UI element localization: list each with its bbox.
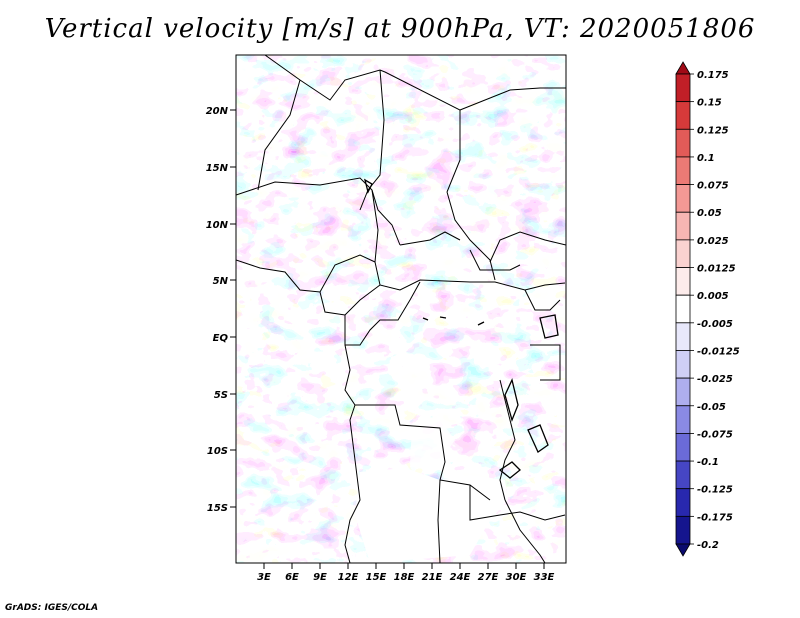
- colorbar-label: 0.15: [697, 98, 722, 109]
- lon-label: 27E: [478, 572, 499, 583]
- lakes: [363, 178, 559, 479]
- lon-label: 15E: [366, 572, 387, 583]
- colorbar-label: -0.175: [697, 512, 733, 523]
- colorbar-swatch: [675, 184, 691, 213]
- lat-label: EQ: [213, 333, 229, 344]
- colorbar-swatch: [675, 267, 691, 296]
- colorbar-swatch: [675, 128, 691, 158]
- colorbar-label: -0.1: [697, 457, 719, 468]
- colorbar-label: 0.175: [697, 70, 729, 81]
- colorbar-label: -0.075: [697, 429, 733, 440]
- map-panel: [235, 54, 567, 564]
- lat-label: 5S: [214, 390, 228, 401]
- grads-credit: GrADS: IGES/COLA: [5, 603, 99, 613]
- colorbar-swatch: [675, 460, 691, 490]
- lat-label: 10S: [207, 446, 228, 457]
- lat-label: 5N: [213, 276, 229, 287]
- lon-label: 12E: [338, 572, 359, 583]
- colorbar-swatch: [675, 322, 691, 351]
- colorbar-swatch: [675, 239, 691, 268]
- plot-title: Vertical velocity [m/s] at 900hPa, VT: 2…: [44, 14, 756, 44]
- lon-label: 24E: [450, 572, 471, 583]
- colorbar-swatch: [675, 73, 691, 103]
- lat-label: 15N: [206, 163, 229, 174]
- colorbar-label: -0.0125: [697, 346, 740, 357]
- colorbar-swatch: [675, 543, 691, 557]
- colorbar-label: -0.005: [697, 319, 733, 330]
- colorbar: 0.175 0.15 0.125 0.1 0.075 0.05 0.025 0.0125 0.0…: [675, 61, 740, 557]
- colorbar-swatch: [675, 156, 691, 185]
- lon-label: 3E: [257, 572, 271, 583]
- colorbar-swatch: [675, 350, 691, 379]
- lat-axis: 20N 15N 10N 5N EQ 5S 10S 15S: [206, 106, 236, 514]
- lon-label: 18E: [394, 572, 415, 583]
- colorbar-swatch: [675, 488, 691, 517]
- lon-label: 21E: [422, 572, 443, 583]
- lon-label: 30E: [506, 572, 527, 583]
- colorbar-label: -0.125: [697, 485, 733, 496]
- lon-axis: 3E 6E 9E 12E 15E 18E 21E 24E 27E 30E 33E: [257, 563, 555, 583]
- map-frame: [235, 54, 567, 564]
- colorbar-swatch: [675, 211, 691, 241]
- colorbar-swatch: [675, 515, 691, 545]
- lon-label: 6E: [285, 572, 299, 583]
- colorbar-label: 0.005: [697, 291, 729, 302]
- colorbar-swatch: [675, 405, 691, 434]
- colorbar-label: -0.025: [697, 374, 733, 385]
- colorbar-swatch: [675, 61, 691, 75]
- colorbar-swatch: [675, 294, 691, 324]
- lon-label: 33E: [534, 572, 555, 583]
- lat-label: 10N: [206, 220, 229, 231]
- colorbar-label: 0.125: [697, 125, 729, 136]
- lat-label: 15S: [207, 503, 228, 514]
- colorbar-label: 0.025: [697, 236, 729, 247]
- lat-label: 20N: [206, 106, 229, 117]
- colorbar-label: 0.1: [697, 153, 715, 164]
- colorbar-label: 0.05: [697, 208, 722, 219]
- colorbar-label: -0.05: [697, 402, 726, 413]
- colorbar-label: -0.2: [697, 540, 719, 551]
- colorbar-label: 0.0125: [697, 264, 736, 275]
- colorbar-label: 0.075: [697, 181, 729, 192]
- colorbar-swatch: [675, 433, 691, 462]
- colorbar-swatch: [675, 101, 691, 130]
- country-borders: [236, 55, 566, 563]
- lon-label: 9E: [313, 572, 327, 583]
- colorbar-swatch: [675, 377, 691, 407]
